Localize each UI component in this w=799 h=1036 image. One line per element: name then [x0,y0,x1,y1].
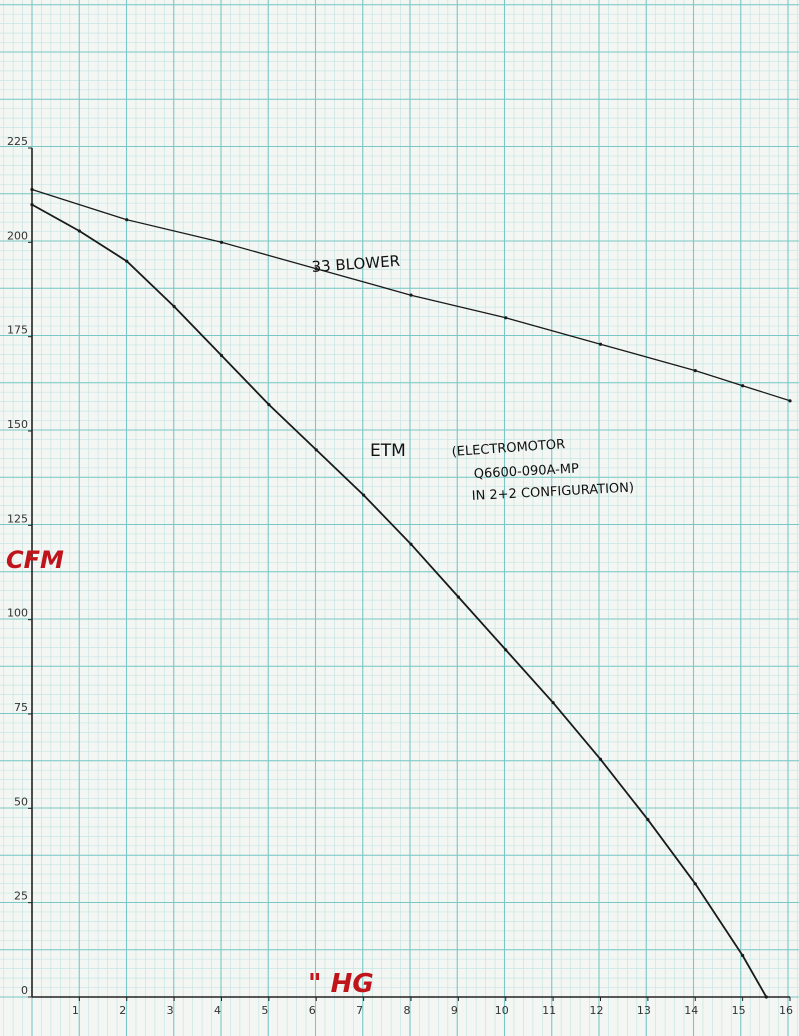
y-tick-label: 25 [14,890,28,903]
x-tick-label: 8 [404,1004,411,1017]
x-tick-label: 10 [495,1004,509,1017]
y-tick-label: 175 [7,324,28,337]
data-point-etm [409,542,413,546]
x-tick-label: 9 [451,1004,458,1017]
x-tick-label: 15 [732,1004,746,1017]
data-point-etm [551,701,555,705]
blower-label: 33 BLOWER [311,252,401,276]
data-point-etm [646,818,650,822]
x-tick-label: 3 [167,1004,174,1017]
x-tick-label: 16 [779,1004,793,1017]
data-point-etm [77,229,81,233]
y-tick-label: 150 [7,418,28,431]
data-point-etm [267,402,271,407]
data-point-blower [741,384,745,388]
etm-label: ETM [370,441,406,461]
data-point-etm [219,353,224,358]
x-tick-label: 5 [261,1004,268,1017]
etm-note-line-3: IN 2+2 CONFIGURATION) [471,481,634,504]
y-tick-label: 100 [7,607,28,620]
x-axis-label: " HG [308,969,374,999]
data-point-etm [30,203,34,207]
data-point-etm [362,493,366,497]
data-point-etm [456,595,460,599]
y-tick-label: 225 [7,135,28,148]
data-point-blower [693,369,697,373]
data-point-etm [741,953,745,958]
y-tick-label: 0 [21,984,28,997]
y-tick-label: 50 [14,795,28,808]
data-point-etm [125,259,129,263]
x-tick-label: 6 [309,1004,316,1017]
series-lines [30,187,792,999]
data-point-etm [314,448,318,452]
axes [28,147,791,1001]
data-point-etm [504,648,508,652]
x-tick-label: 4 [214,1004,221,1017]
etm-note-line-1: (ELECTROMOTOR [451,437,565,460]
data-point-blower [125,218,129,222]
x-tick-label: 2 [119,1004,126,1017]
x-tick-label: 14 [684,1004,698,1017]
data-point-blower [788,399,792,403]
etm-note-line-2: Q6600-090A-MP [473,462,579,482]
data-point-blower [504,316,508,320]
annotations: 33 BLOWER ETM (ELECTROMOTOR Q6600-090A-M… [6,252,634,999]
data-point-blower [314,267,318,271]
x-tick-label: 1 [72,1004,79,1017]
x-tick-label: 7 [356,1004,363,1017]
x-tick-label: 11 [542,1004,556,1017]
data-point-blower [30,187,34,192]
data-point-blower [598,342,603,346]
y-tick-label: 200 [7,229,28,242]
series-line-blower [31,188,791,402]
y-tick-label: 125 [7,512,28,525]
data-point-etm [764,995,768,999]
series-line-etm [31,203,768,998]
x-tick-label: 13 [637,1004,651,1017]
data-point-blower [219,240,224,244]
data-point-etm [172,304,176,309]
data-point-etm [693,882,697,886]
data-point-blower [409,293,413,297]
y-tick-label: 75 [14,701,28,714]
data-point-etm [598,757,603,761]
y-axis-label: CFM [6,546,64,574]
x-tick-label: 12 [590,1004,604,1017]
